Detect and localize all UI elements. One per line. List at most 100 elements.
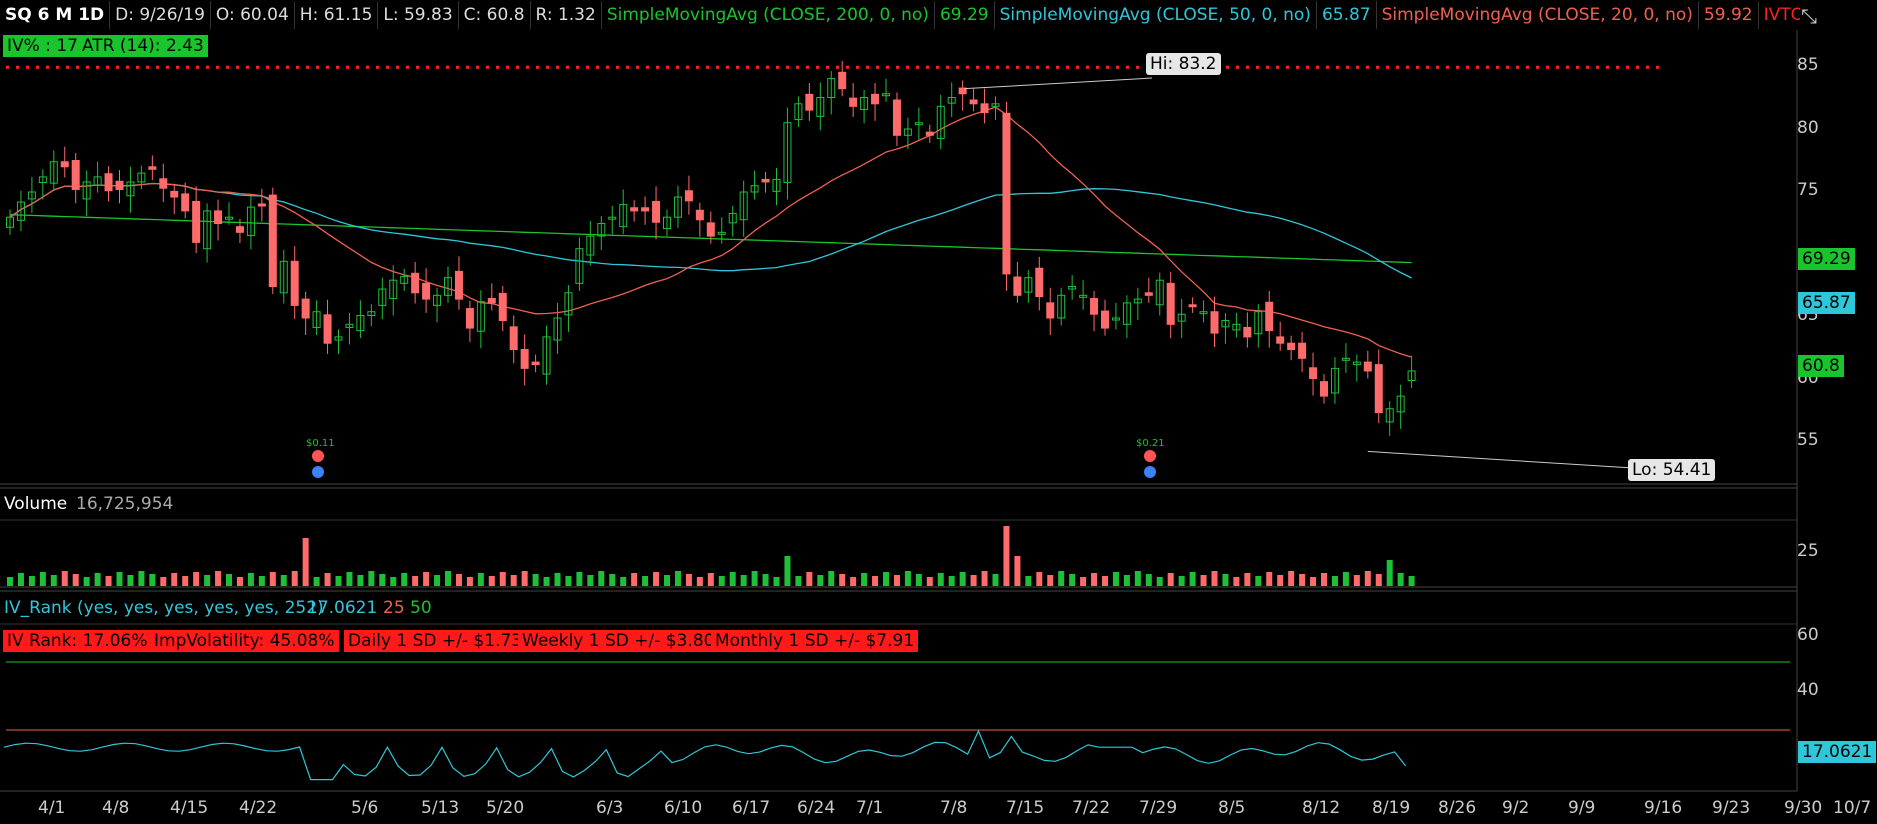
volume-bar — [357, 575, 364, 586]
volume-bar — [1397, 573, 1404, 586]
volume-bar — [1167, 573, 1174, 586]
iv-rank-label[interactable]: IV_Rank (yes, yes, yes, yes, yes, 252) — [4, 598, 324, 618]
volume-bar — [1299, 574, 1306, 586]
toolbar-collapse-icon[interactable]: ⤡ — [1801, 4, 1817, 28]
volume-bar — [1036, 572, 1043, 586]
candle-body — [137, 172, 146, 183]
volume-bar — [883, 572, 889, 586]
candle-body — [706, 222, 715, 237]
candle-body — [235, 226, 244, 233]
earnings-marker-1-info — [312, 466, 324, 478]
low-label: L: 59.83 — [378, 1, 459, 29]
candle-body — [739, 191, 748, 221]
sma20-label[interactable]: SimpleMovingAvg (CLOSE, 20, 0, no) — [1377, 1, 1699, 29]
volume-bar — [335, 576, 342, 586]
volume-bar — [1277, 575, 1284, 586]
high-label: H: 61.15 — [295, 1, 379, 29]
candle-body — [16, 201, 25, 221]
volume-bar — [269, 572, 276, 586]
volume-bar — [160, 577, 167, 586]
candle-body — [203, 210, 212, 250]
iv-rank-line — [3, 729, 1407, 781]
symbol-label[interactable]: SQ 6 M 1D — [0, 1, 111, 29]
volume-bar — [72, 574, 79, 586]
hi-label: Hi: 83.2 — [1146, 53, 1221, 75]
candle-body — [1396, 395, 1405, 413]
candle-body — [1298, 342, 1307, 359]
candle-body — [575, 248, 584, 284]
candle-body — [1035, 267, 1044, 298]
candle-body — [1221, 320, 1230, 328]
volume-bar — [817, 575, 824, 586]
volume-bar — [236, 577, 243, 586]
volume-bar — [50, 575, 57, 586]
volume-bar — [1222, 574, 1229, 586]
candle-body — [268, 194, 277, 287]
x-tick-9-23: 9/23 — [1712, 798, 1751, 818]
volume-bar — [313, 577, 320, 586]
volume-bar — [434, 575, 441, 586]
iv-high-level: 50 — [410, 598, 432, 618]
volume-bar — [1178, 576, 1185, 586]
volume-bar — [565, 576, 572, 586]
volume-bar — [1145, 574, 1152, 586]
candle-body — [1133, 298, 1142, 304]
x-tick-5-6: 5/6 — [351, 798, 379, 818]
volume-bar — [696, 577, 703, 586]
candle-body — [214, 210, 223, 224]
chart-header: SQ 6 M 1D D: 9/26/19 O: 60.04 H: 61.15 L… — [0, 0, 1800, 30]
volume-bar — [893, 575, 900, 586]
sma200-label[interactable]: SimpleMovingAvg (CLOSE, 200, 0, no) — [602, 1, 935, 29]
impvol-box: ImpVolatility: 45.08% — [150, 630, 339, 652]
candle-body — [345, 323, 354, 328]
candle-body — [1046, 302, 1055, 319]
x-tick-7-22: 7/22 — [1072, 798, 1111, 818]
sma50-label[interactable]: SimpleMovingAvg (CLOSE, 50, 0, no) — [995, 1, 1317, 29]
candle-body — [586, 235, 595, 256]
candle-body — [509, 326, 518, 351]
sma50-line — [9, 182, 1412, 279]
candle-body — [1407, 370, 1416, 381]
volume-bar — [477, 573, 484, 586]
volume-bar — [729, 572, 736, 586]
volume-tick-25: 25 — [1797, 541, 1819, 561]
ivtop-label[interactable]: IVTOP (DAY,... — [1763, 5, 1800, 25]
atr-badge: ATR (14): 2.43 — [78, 35, 208, 57]
candle-body — [411, 272, 420, 294]
candle-body — [520, 349, 529, 369]
x-tick-7-8: 7/8 — [940, 798, 968, 818]
candle-body — [1111, 317, 1120, 321]
candle-body — [1166, 282, 1175, 325]
candle-body — [1287, 342, 1296, 351]
earnings-marker-1 — [312, 450, 324, 462]
volume-bar — [368, 571, 375, 586]
volume-bar — [455, 574, 462, 586]
candle-body — [925, 131, 934, 136]
x-tick-4-1: 4/1 — [38, 798, 66, 818]
volume-bar — [828, 571, 835, 586]
x-tick-8-26: 8/26 — [1438, 798, 1477, 818]
x-tick-6-3: 6/3 — [596, 798, 624, 818]
candle-body — [914, 122, 923, 126]
candle-body — [717, 231, 726, 235]
candle-body — [27, 191, 36, 200]
volume-bar — [664, 575, 670, 586]
volume-bar — [1353, 575, 1360, 586]
candle-body — [454, 270, 463, 300]
price-tick-80: 80 — [1797, 118, 1819, 138]
x-tick-7-1: 7/1 — [856, 798, 884, 818]
candle-body — [279, 260, 288, 294]
open-label: O: 60.04 — [211, 1, 295, 29]
candle-body — [378, 288, 387, 306]
sma20-line — [9, 106, 1412, 358]
candle-body — [871, 93, 880, 105]
candle-body — [1057, 294, 1066, 319]
volume-bar — [839, 574, 846, 586]
candle-body — [991, 103, 1000, 107]
range-label: R: 1.32 — [531, 1, 602, 29]
volume-bar — [127, 575, 134, 586]
volume-label[interactable]: Volume — [4, 494, 68, 514]
candle-body — [301, 298, 310, 319]
iv-rank-value: 17.0621 — [307, 598, 378, 618]
volume-bar — [445, 571, 451, 586]
